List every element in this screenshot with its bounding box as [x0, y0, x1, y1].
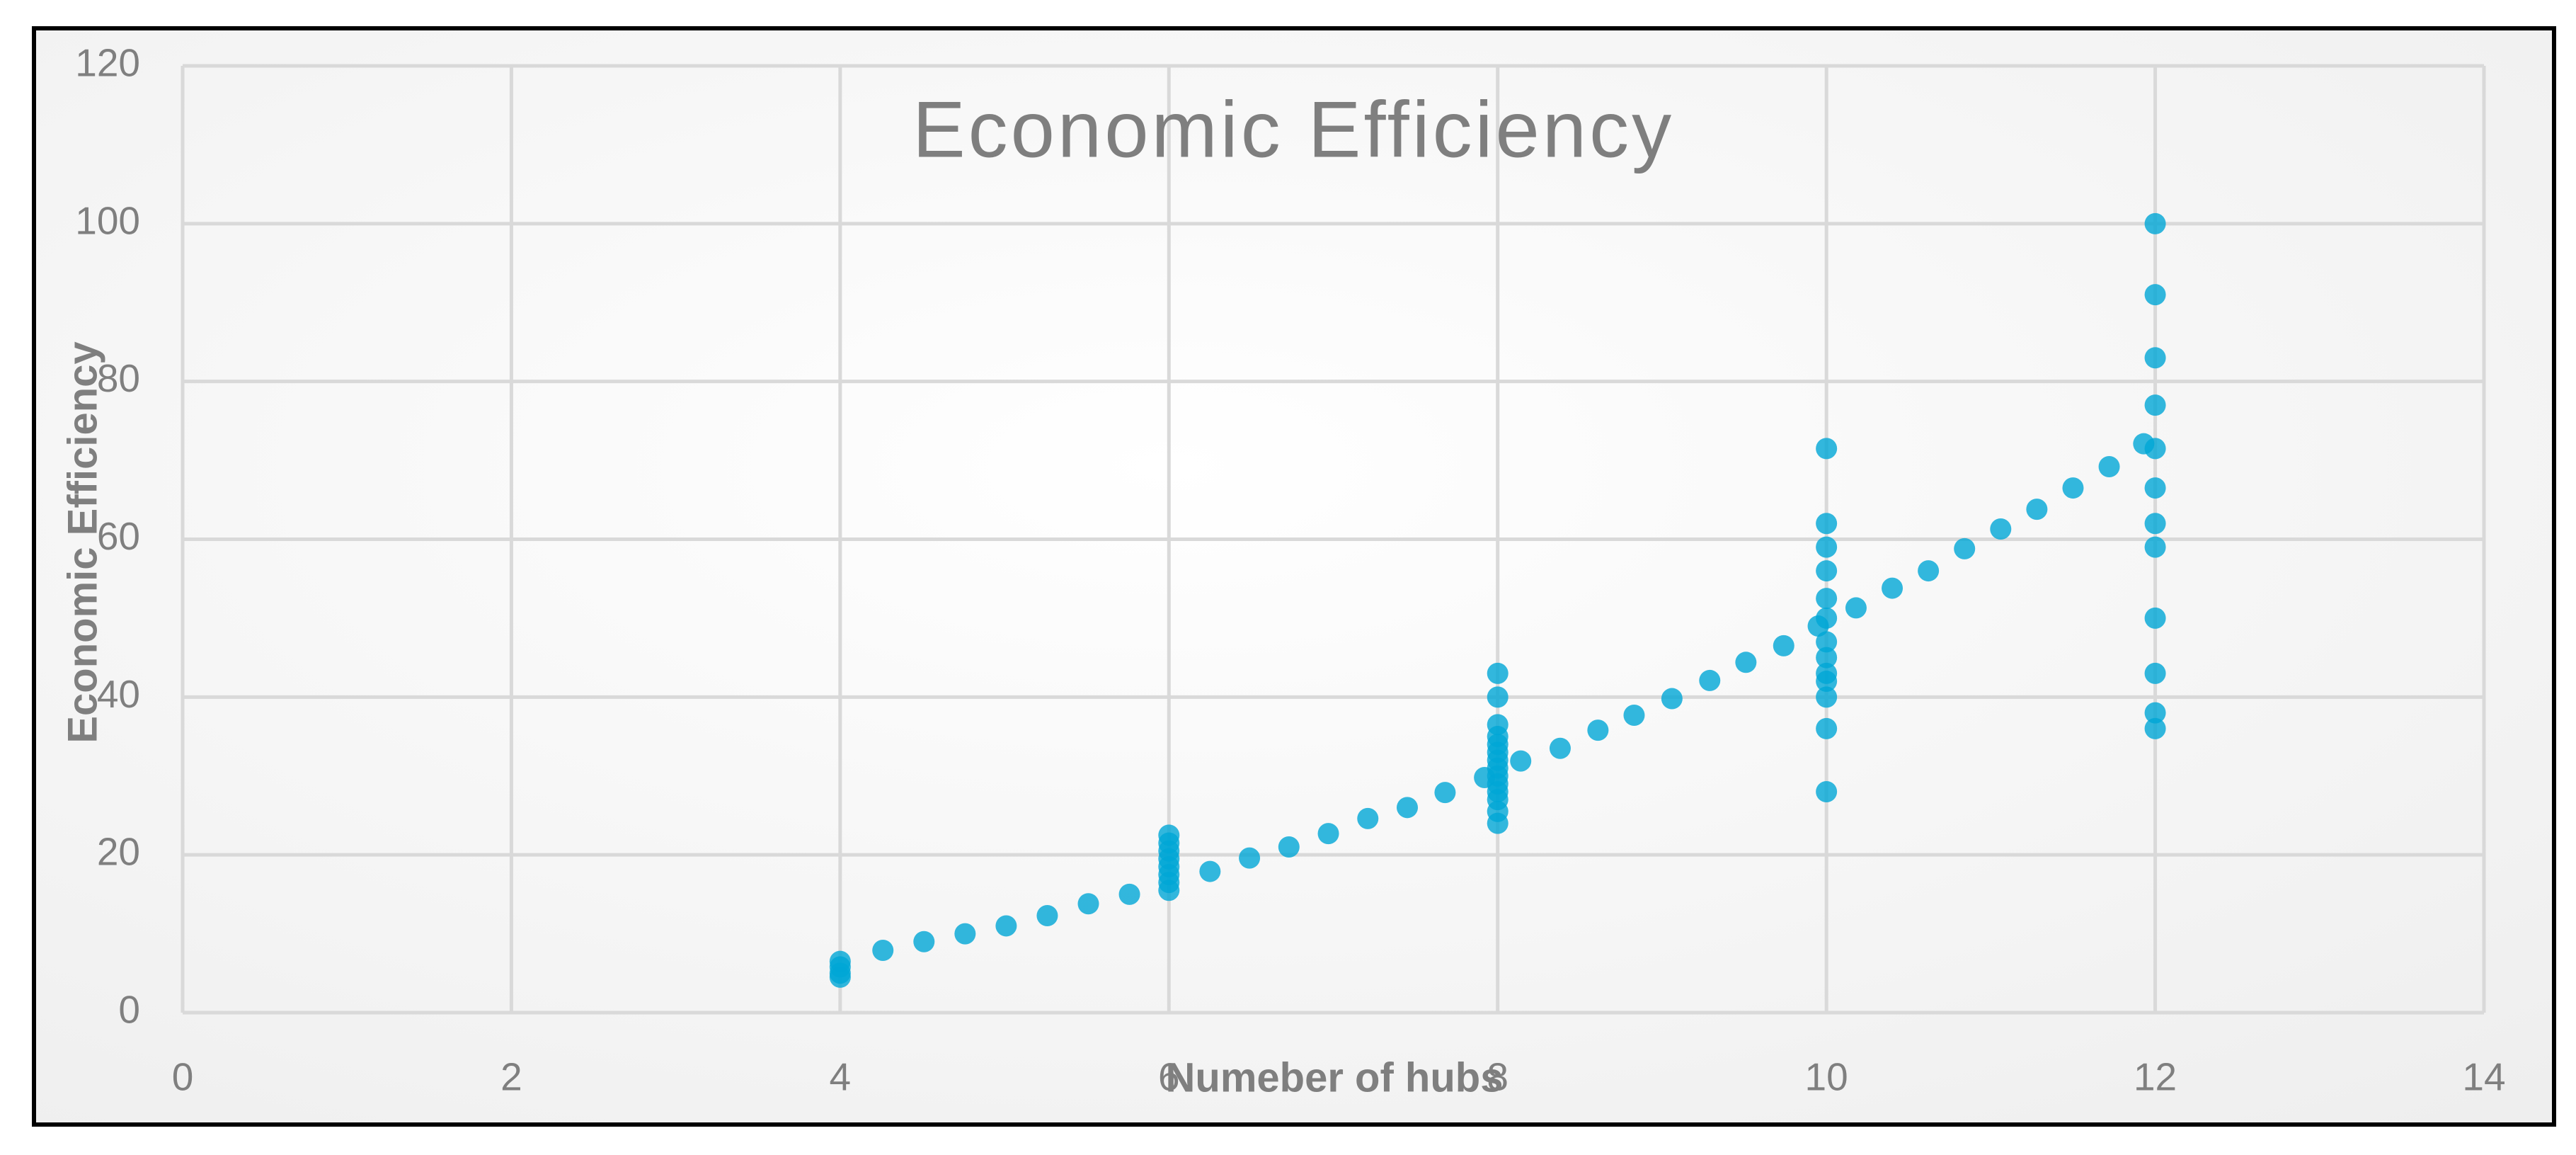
- data-point: [1773, 635, 1794, 656]
- y-tick-label: 60: [97, 514, 140, 558]
- data-point: [1816, 662, 1838, 684]
- data-point: [2144, 477, 2166, 499]
- data-point: [1036, 904, 1058, 926]
- data-point: [1158, 824, 1180, 846]
- data-point: [2144, 662, 2166, 684]
- y-tick-label: 100: [75, 198, 140, 242]
- data-point: [995, 915, 1017, 937]
- data-point: [2144, 347, 2166, 369]
- x-tick-label: 14: [2462, 1055, 2505, 1099]
- data-point: [2144, 284, 2166, 306]
- data-point: [954, 923, 976, 945]
- x-tick-label: 6: [1158, 1055, 1180, 1099]
- data-point: [1699, 669, 1721, 691]
- data-point: [1077, 893, 1099, 915]
- data-point: [1587, 719, 1609, 741]
- x-tick-label: 10: [1805, 1055, 1848, 1099]
- data-point: [2144, 513, 2166, 535]
- x-tick-label: 2: [500, 1055, 522, 1099]
- data-point: [1735, 652, 1757, 673]
- data-point: [1816, 588, 1838, 610]
- data-point: [1918, 560, 1940, 582]
- data-point: [1816, 717, 1838, 739]
- x-axis-label: Numeber of hubs: [1166, 1054, 1504, 1100]
- y-tick-label: 120: [75, 41, 140, 85]
- data-point: [1816, 686, 1838, 708]
- data-point: [1317, 823, 1339, 845]
- data-point: [1549, 737, 1571, 759]
- data-point: [1807, 615, 1829, 637]
- data-point: [2144, 536, 2166, 558]
- data-point: [2062, 477, 2084, 499]
- data-point: [1623, 704, 1645, 726]
- x-tick-label: 0: [172, 1055, 194, 1099]
- data-point: [1199, 860, 1221, 882]
- data-point: [1487, 662, 1509, 684]
- data-point: [2144, 702, 2166, 724]
- data-point: [1278, 836, 1300, 858]
- data-point: [913, 931, 935, 952]
- data-point: [1357, 807, 1379, 829]
- data-point: [1396, 797, 1418, 819]
- data-point: [1882, 577, 1904, 599]
- data-point: [2144, 394, 2166, 416]
- data-point: [1487, 714, 1509, 736]
- x-tick-label: 4: [830, 1055, 852, 1099]
- data-point: [2144, 717, 2166, 739]
- data-point: [1954, 537, 1976, 559]
- y-tick-label: 0: [118, 988, 140, 1032]
- data-point: [2144, 212, 2166, 234]
- y-tick-label: 40: [97, 672, 140, 716]
- data-point: [1816, 560, 1838, 582]
- data-point: [2144, 607, 2166, 629]
- data-point: [1510, 750, 1532, 772]
- data-point: [1816, 438, 1838, 460]
- data-point: [1816, 536, 1838, 558]
- data-point: [1487, 686, 1509, 708]
- x-tick-label: 12: [2134, 1055, 2177, 1099]
- data-point: [829, 950, 851, 972]
- chart-frame: [32, 26, 2556, 1127]
- chart-title: Economic Efficiency: [912, 86, 1674, 174]
- data-point: [872, 939, 894, 961]
- y-tick-label: 80: [97, 356, 140, 400]
- data-point: [1816, 781, 1838, 803]
- data-point: [1845, 597, 1867, 619]
- data-point: [1816, 647, 1838, 668]
- y-tick-label: 20: [97, 830, 140, 874]
- x-tick-label: 8: [1487, 1055, 1509, 1099]
- data-point: [1474, 766, 1496, 788]
- data-point: [2026, 499, 2048, 520]
- data-point: [1118, 883, 1140, 905]
- data-point: [1239, 847, 1261, 869]
- data-point: [2098, 455, 2120, 477]
- data-point: [1816, 513, 1838, 535]
- data-point: [1434, 782, 1456, 804]
- data-point: [1990, 518, 2012, 540]
- data-point: [2133, 433, 2155, 455]
- data-point: [1816, 631, 1838, 653]
- data-point: [1661, 688, 1683, 710]
- y-axis-label: Economic Efficiency: [59, 341, 105, 743]
